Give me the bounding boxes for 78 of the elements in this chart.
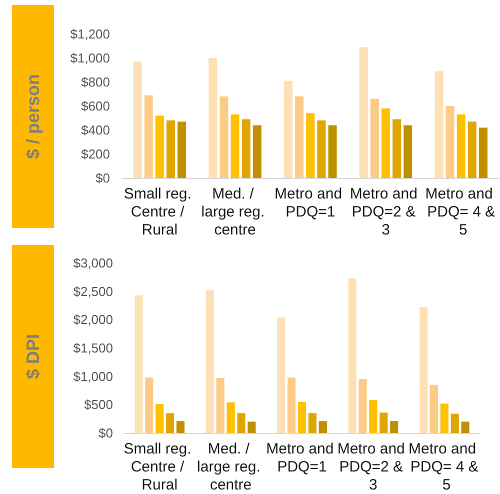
- bar: [134, 295, 143, 433]
- x-tick-label: Med. / large reg. centre: [201, 186, 269, 238]
- bar: [166, 120, 175, 178]
- bar: [392, 119, 402, 178]
- bar: [242, 119, 250, 178]
- bar: [166, 413, 174, 433]
- y-tick-label: $2,000: [73, 312, 113, 328]
- y-tick-label: $500: [84, 397, 113, 412]
- bar: [348, 278, 356, 433]
- x-tick-label: Metro and PDQ=2 & 3: [350, 186, 422, 238]
- bar: [382, 108, 390, 178]
- x-tick-label: Small reg. Centre / Rural: [124, 440, 196, 494]
- bar: [430, 384, 438, 433]
- bar: [306, 113, 315, 178]
- bar: [176, 421, 185, 433]
- bar: [359, 47, 368, 178]
- bar: [295, 96, 304, 178]
- x-tick-label: Metro and PDQ=1: [274, 186, 346, 220]
- bar: [369, 400, 378, 433]
- x-tick-label: Metro and PDQ= 4 & 5: [408, 440, 480, 494]
- y-tick-label: $1,000: [70, 50, 110, 66]
- bar: [328, 125, 337, 178]
- bar: [468, 122, 476, 178]
- bar: [155, 116, 164, 178]
- y-tick-label: $1,200: [70, 26, 110, 42]
- x-tick-label: Small reg. Centre / Rural: [124, 186, 196, 238]
- bar: [298, 402, 306, 433]
- bar: [216, 378, 224, 433]
- bar: [144, 95, 153, 178]
- bar: [390, 421, 398, 433]
- y-tick-label: $0: [96, 170, 110, 186]
- y-tick-label: $3,000: [73, 256, 113, 270]
- y-tick-label: $1,000: [73, 368, 113, 384]
- bar: [288, 377, 296, 433]
- y-tick-label: $1,500: [73, 340, 113, 356]
- x-tick-label: Metro and PDQ= 4 & 5: [425, 186, 497, 238]
- bar: [308, 413, 316, 433]
- label-tab: $ DPI: [12, 245, 54, 468]
- bar: [156, 404, 164, 433]
- y-axis-title: $ DPI: [22, 334, 44, 380]
- y-tick-label: $2,500: [73, 284, 113, 299]
- y-tick-label: $800: [81, 74, 110, 90]
- x-tick-label: Med. / large reg. centre: [197, 440, 265, 494]
- y-tick-label: $400: [81, 122, 110, 138]
- bar: [252, 125, 262, 178]
- bar: [133, 62, 142, 178]
- label-tab: $ / person: [12, 5, 54, 228]
- bar: [450, 414, 459, 433]
- y-tick-label: $200: [81, 146, 110, 162]
- bar: [358, 379, 367, 433]
- x-tick-label: Metro and PDQ=2 & 3: [337, 440, 410, 494]
- bar: [220, 96, 228, 178]
- y-tick-label: $0: [98, 426, 113, 440]
- bar: [380, 412, 388, 433]
- bar: [145, 377, 154, 433]
- y-axis-title: $ / person: [22, 74, 44, 160]
- bar: [277, 317, 286, 433]
- bar: [178, 122, 186, 178]
- bar: [237, 413, 246, 433]
- bar: [478, 128, 488, 178]
- bar: [440, 404, 448, 433]
- bar: [248, 422, 256, 433]
- bar: [419, 307, 428, 433]
- bar: [434, 71, 444, 178]
- bar: [446, 106, 454, 178]
- bar: [456, 114, 466, 178]
- bar: [284, 80, 293, 178]
- bar: [370, 98, 379, 178]
- bar: [461, 422, 470, 433]
- bar: [230, 114, 240, 178]
- bar: [226, 402, 235, 433]
- x-tick-label: Metro and PDQ=1: [266, 440, 338, 476]
- bar: [318, 421, 327, 433]
- bar: [206, 290, 214, 433]
- y-tick-label: $600: [81, 98, 110, 114]
- bar: [317, 120, 326, 178]
- bar: [208, 58, 218, 178]
- bar: [404, 125, 412, 178]
